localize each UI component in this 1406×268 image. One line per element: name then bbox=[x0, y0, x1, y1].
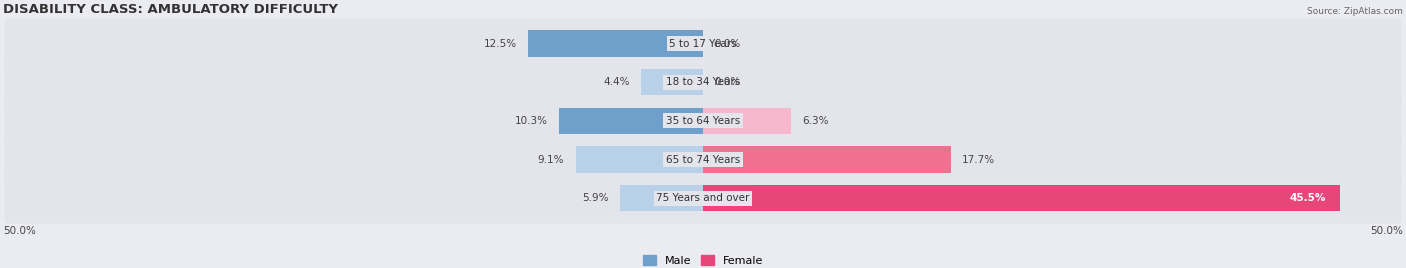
Text: 75 Years and over: 75 Years and over bbox=[657, 193, 749, 203]
Text: DISABILITY CLASS: AMBULATORY DIFFICULTY: DISABILITY CLASS: AMBULATORY DIFFICULTY bbox=[3, 3, 337, 16]
FancyBboxPatch shape bbox=[4, 135, 1402, 185]
Text: 4.4%: 4.4% bbox=[603, 77, 630, 87]
FancyBboxPatch shape bbox=[4, 57, 1402, 107]
Legend: Male, Female: Male, Female bbox=[643, 255, 763, 266]
Bar bbox=[527, 31, 703, 57]
Text: 0.0%: 0.0% bbox=[714, 77, 741, 87]
Text: 50.0%: 50.0% bbox=[3, 226, 35, 236]
Text: 10.3%: 10.3% bbox=[515, 116, 547, 126]
Text: Source: ZipAtlas.com: Source: ZipAtlas.com bbox=[1308, 7, 1403, 16]
FancyBboxPatch shape bbox=[4, 173, 1402, 224]
Bar bbox=[575, 147, 703, 173]
FancyBboxPatch shape bbox=[4, 18, 1402, 69]
Text: 65 to 74 Years: 65 to 74 Years bbox=[666, 155, 740, 165]
Text: 6.3%: 6.3% bbox=[803, 116, 830, 126]
Bar bbox=[703, 147, 950, 173]
Text: 50.0%: 50.0% bbox=[1371, 226, 1403, 236]
Bar bbox=[620, 185, 703, 211]
Bar bbox=[703, 108, 792, 134]
Bar bbox=[558, 108, 703, 134]
Text: 17.7%: 17.7% bbox=[962, 155, 995, 165]
Text: 5 to 17 Years: 5 to 17 Years bbox=[669, 39, 737, 49]
Text: 5.9%: 5.9% bbox=[582, 193, 609, 203]
Text: 35 to 64 Years: 35 to 64 Years bbox=[666, 116, 740, 126]
Text: 12.5%: 12.5% bbox=[484, 39, 517, 49]
Text: 0.0%: 0.0% bbox=[714, 39, 741, 49]
Bar bbox=[641, 69, 703, 95]
Bar bbox=[703, 185, 1340, 211]
Text: 18 to 34 Years: 18 to 34 Years bbox=[666, 77, 740, 87]
Text: 9.1%: 9.1% bbox=[538, 155, 564, 165]
FancyBboxPatch shape bbox=[4, 96, 1402, 146]
Text: 45.5%: 45.5% bbox=[1289, 193, 1326, 203]
